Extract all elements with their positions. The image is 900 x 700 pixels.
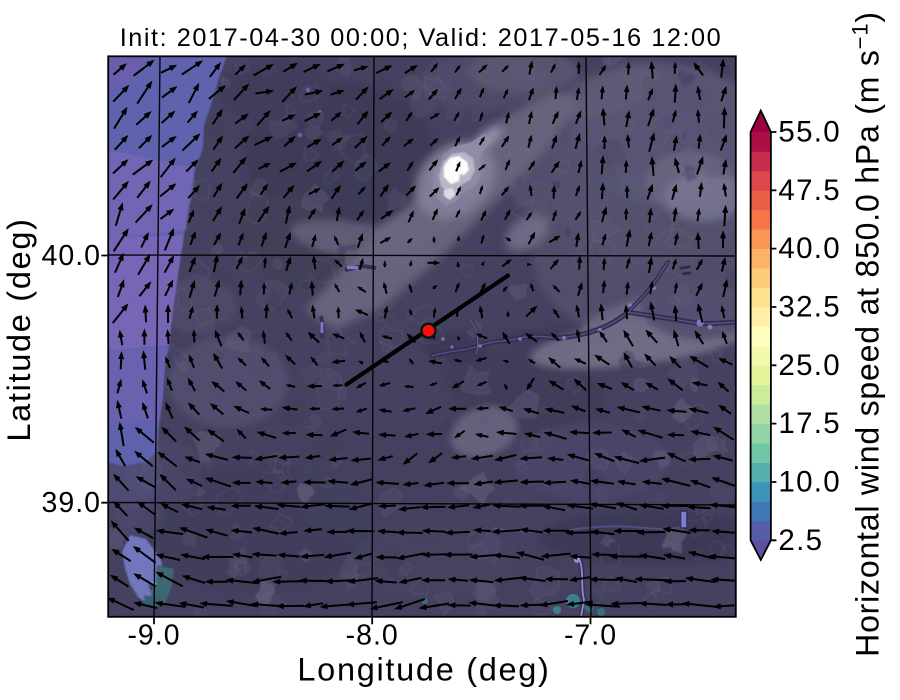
svg-text:-8.0: -8.0 (346, 620, 399, 652)
svg-text:40.0: 40.0 (42, 240, 101, 272)
svg-text:-7.0: -7.0 (564, 620, 617, 652)
svg-text:Init: 2017-04-30 00:00; Valid:: Init: 2017-04-30 00:00; Valid: 2017-05-1… (120, 24, 723, 52)
svg-text:32.5: 32.5 (778, 290, 841, 323)
svg-text:-9.0: -9.0 (127, 620, 180, 652)
svg-text:55.0: 55.0 (778, 116, 841, 149)
svg-text:Horizontal wind speed at 850.0: Horizontal wind speed at 850.0 hPa (m s−… (848, 11, 886, 657)
svg-text:25.0: 25.0 (778, 349, 841, 382)
svg-text:Longitude (deg): Longitude (deg) (297, 652, 550, 688)
svg-text:10.0: 10.0 (778, 465, 841, 498)
svg-text:Latitude (deg): Latitude (deg) (1, 217, 37, 441)
svg-text:47.5: 47.5 (778, 174, 841, 207)
svg-text:2.5: 2.5 (778, 524, 823, 557)
svg-text:39.0: 39.0 (42, 487, 101, 519)
svg-text:40.0: 40.0 (778, 232, 841, 265)
svg-text:17.5: 17.5 (778, 407, 841, 440)
